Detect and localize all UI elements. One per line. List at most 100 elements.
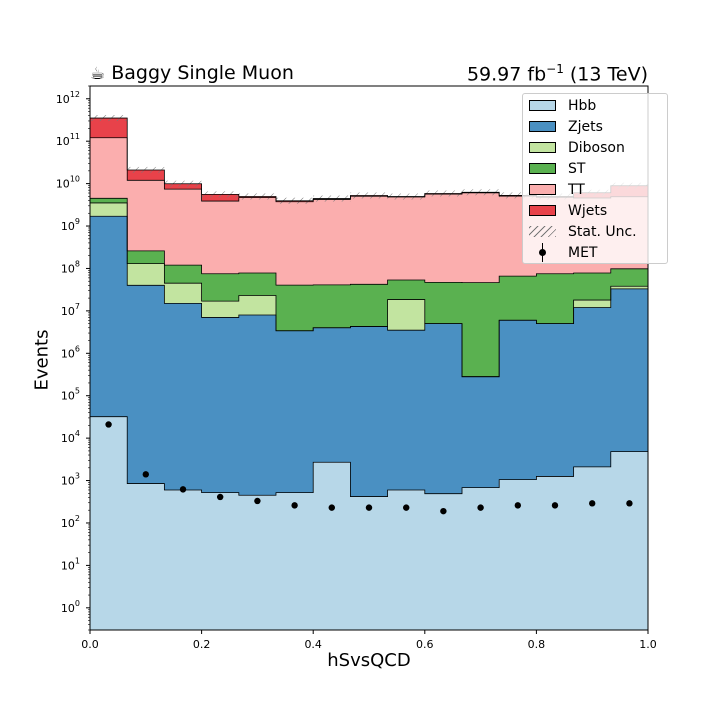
legend-label: TT <box>568 181 585 198</box>
x-axis-label: hSvsQCD <box>327 650 411 671</box>
y-tick-label: 100 <box>61 599 80 615</box>
bar-st-14 <box>610 268 648 287</box>
outline-diboson <box>90 202 648 378</box>
bar-zjets-12 <box>536 323 574 477</box>
bar-hbb-10 <box>462 487 500 630</box>
y-tick-label: 102 <box>61 514 80 530</box>
met-point-1 <box>142 471 149 478</box>
bar-zjets-3 <box>201 317 239 493</box>
legend-label: Wjets <box>568 202 608 219</box>
y-tick-label: 1012 <box>56 90 80 106</box>
bar-tt-1 <box>127 180 165 251</box>
met-point-11 <box>514 502 522 509</box>
legend-label: Zjets <box>568 118 603 135</box>
y-tick-label: 109 <box>61 217 80 233</box>
bar-tt-10 <box>462 192 500 283</box>
bar-zjets-7 <box>350 326 388 497</box>
x-tick-label: 0.6 <box>416 638 434 651</box>
legend-swatch <box>529 100 556 111</box>
bar-diboson-14 <box>610 286 648 289</box>
met-point-10 <box>477 504 484 511</box>
bar-tt-6 <box>313 199 351 285</box>
x-tick-label: 0.4 <box>304 638 322 651</box>
met-point-12 <box>551 502 559 509</box>
bar-hbb-9 <box>424 493 463 630</box>
legend-entry: ST <box>529 158 585 179</box>
met-point-5 <box>291 502 298 509</box>
y-tick-label: 107 <box>61 302 80 318</box>
bar-zjets-8 <box>387 330 425 490</box>
bar-tt-0 <box>90 137 128 199</box>
bar-st-0 <box>90 198 128 203</box>
bar-st-6 <box>313 284 351 328</box>
met-point-9 <box>440 507 447 515</box>
bar-tt-4 <box>238 197 276 274</box>
met-point-3 <box>216 493 224 501</box>
bar-hbb-5 <box>275 492 314 630</box>
legend-swatch <box>529 184 556 195</box>
y-tick-label: 104 <box>61 429 80 445</box>
bar-st-1 <box>127 250 165 264</box>
bar-hbb-2 <box>164 489 202 630</box>
bar-st-11 <box>499 276 537 321</box>
bar-wjets-0 <box>90 118 128 138</box>
bar-zjets-14 <box>610 288 648 452</box>
bar-hbb-14 <box>610 451 648 630</box>
y-tick-label: 1010 <box>56 175 80 191</box>
bar-diboson-8 <box>387 299 425 331</box>
bar-hbb-6 <box>313 462 351 630</box>
process-label: Baggy Single Muon <box>111 62 294 84</box>
lumi-label: 59.97 fb <box>466 63 547 86</box>
lumi-exponent: −1 <box>546 62 564 76</box>
bar-zjets-2 <box>164 303 202 490</box>
x-tick-label: 1.0 <box>639 638 657 651</box>
legend-label: MET <box>568 244 598 261</box>
bar-wjets-1 <box>127 169 165 181</box>
bar-st-10 <box>462 282 500 377</box>
legend-hatch-swatch <box>529 226 556 237</box>
legend-entry: TT <box>529 179 585 200</box>
met-point-14 <box>626 500 633 507</box>
legend-entry: Wjets <box>529 200 607 221</box>
legend-entry: Hbb <box>529 95 596 116</box>
bar-diboson-0 <box>90 202 128 217</box>
bar-st-2 <box>164 265 202 284</box>
legend-swatch <box>529 205 556 216</box>
x-tick-label: 0.2 <box>193 638 211 651</box>
bar-hbb-0 <box>90 416 128 630</box>
legend-label: Hbb <box>568 97 597 114</box>
plot-title-right: 59.97 fb−1 (13 TeV) <box>467 62 648 85</box>
outline-hbb <box>90 416 648 497</box>
bar-zjets-13 <box>573 307 611 467</box>
bar-st-7 <box>350 284 388 327</box>
bar-hbb-8 <box>387 489 425 630</box>
legend-label: Stat. Unc. <box>568 223 637 240</box>
bar-diboson-4 <box>238 295 276 315</box>
bar-st-13 <box>573 273 611 301</box>
y-tick-label: 1011 <box>56 132 80 148</box>
bar-st-3 <box>201 273 239 302</box>
legend: Hbb Zjets Diboson ST TT Wjets Stat. Unc. MET <box>522 93 668 264</box>
legend-swatch <box>529 163 556 174</box>
bar-st-5 <box>275 285 314 331</box>
bar-hbb-3 <box>201 492 239 630</box>
bar-zjets-1 <box>127 285 165 484</box>
bar-st-12 <box>536 273 574 324</box>
y-axis-label: Events <box>31 329 53 391</box>
bar-st-4 <box>238 273 276 296</box>
bar-zjets-11 <box>499 320 537 480</box>
bar-zjets-4 <box>238 314 276 496</box>
met-point-8 <box>403 504 410 511</box>
y-tick-label: 105 <box>61 387 80 403</box>
bar-st-8 <box>387 279 425 300</box>
legend-label: ST <box>568 160 586 177</box>
bar-diboson-1 <box>127 263 165 286</box>
plot-title-left: ☕ Baggy Single Muon <box>90 62 294 84</box>
met-point-2 <box>179 486 187 493</box>
met-point-0 <box>105 421 112 428</box>
x-tick-label: 0.0 <box>81 638 99 651</box>
met-point-4 <box>254 497 261 505</box>
bar-diboson-2 <box>164 283 202 304</box>
legend-entry: Diboson <box>529 137 625 158</box>
bar-tt-9 <box>424 194 463 283</box>
